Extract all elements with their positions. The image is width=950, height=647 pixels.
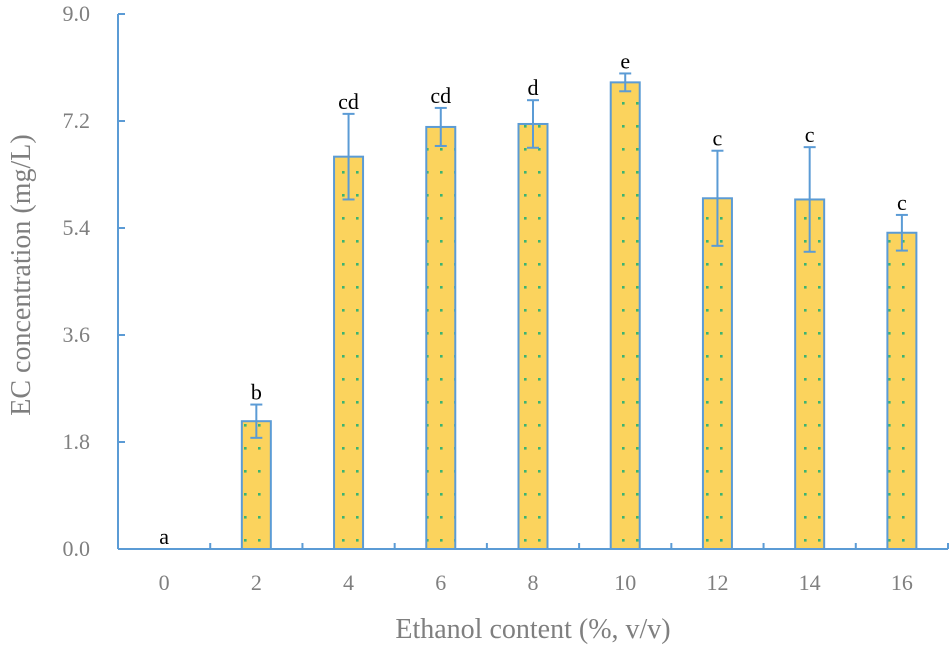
significance-labels: a b cd cd d e c c c <box>159 48 907 549</box>
x-tick-label: 10 <box>614 570 636 595</box>
significance-label: b <box>251 380 262 405</box>
bar <box>425 125 457 550</box>
error-bars <box>250 72 908 439</box>
axes <box>117 14 948 550</box>
bar <box>701 197 733 550</box>
x-tick-label: 4 <box>343 570 354 595</box>
y-tick-label: 1.8 <box>63 429 91 454</box>
significance-label: cd <box>430 83 451 108</box>
significance-label: c <box>805 122 815 147</box>
significance-label: c <box>713 126 723 151</box>
x-tick-label: 12 <box>706 570 728 595</box>
x-tick-label: 14 <box>799 570 821 595</box>
bar <box>240 420 272 551</box>
y-tick-label: 9.0 <box>63 1 91 26</box>
x-tick-label: 0 <box>159 570 170 595</box>
bar <box>333 155 365 551</box>
y-tick-label: 0.0 <box>63 536 91 561</box>
y-tick-label: 3.6 <box>63 322 91 347</box>
x-tick-label: 6 <box>435 570 446 595</box>
x-tick-label: 8 <box>528 570 539 595</box>
significance-label: c <box>897 190 907 215</box>
x-axis-ticks: 0 2 4 6 8 10 12 14 16 <box>117 543 949 595</box>
y-tick-label: 5.4 <box>63 215 91 240</box>
x-axis-title: Ethanol content (%, v/v) <box>395 614 670 645</box>
bars <box>240 81 918 551</box>
y-tick-label: 7.2 <box>63 108 91 133</box>
y-axis-title: EC concentration (mg/L) <box>6 134 37 415</box>
bar <box>609 81 641 550</box>
x-tick-label: 2 <box>251 570 262 595</box>
x-tick-label: 16 <box>891 570 913 595</box>
y-axis-ticks: 0.0 1.8 3.6 5.4 7.2 9.0 <box>63 1 125 561</box>
significance-label: a <box>159 524 169 549</box>
significance-label: cd <box>338 89 359 114</box>
bar <box>886 231 918 550</box>
significance-label: d <box>528 75 539 100</box>
significance-label: e <box>620 48 630 73</box>
bar <box>517 122 549 550</box>
